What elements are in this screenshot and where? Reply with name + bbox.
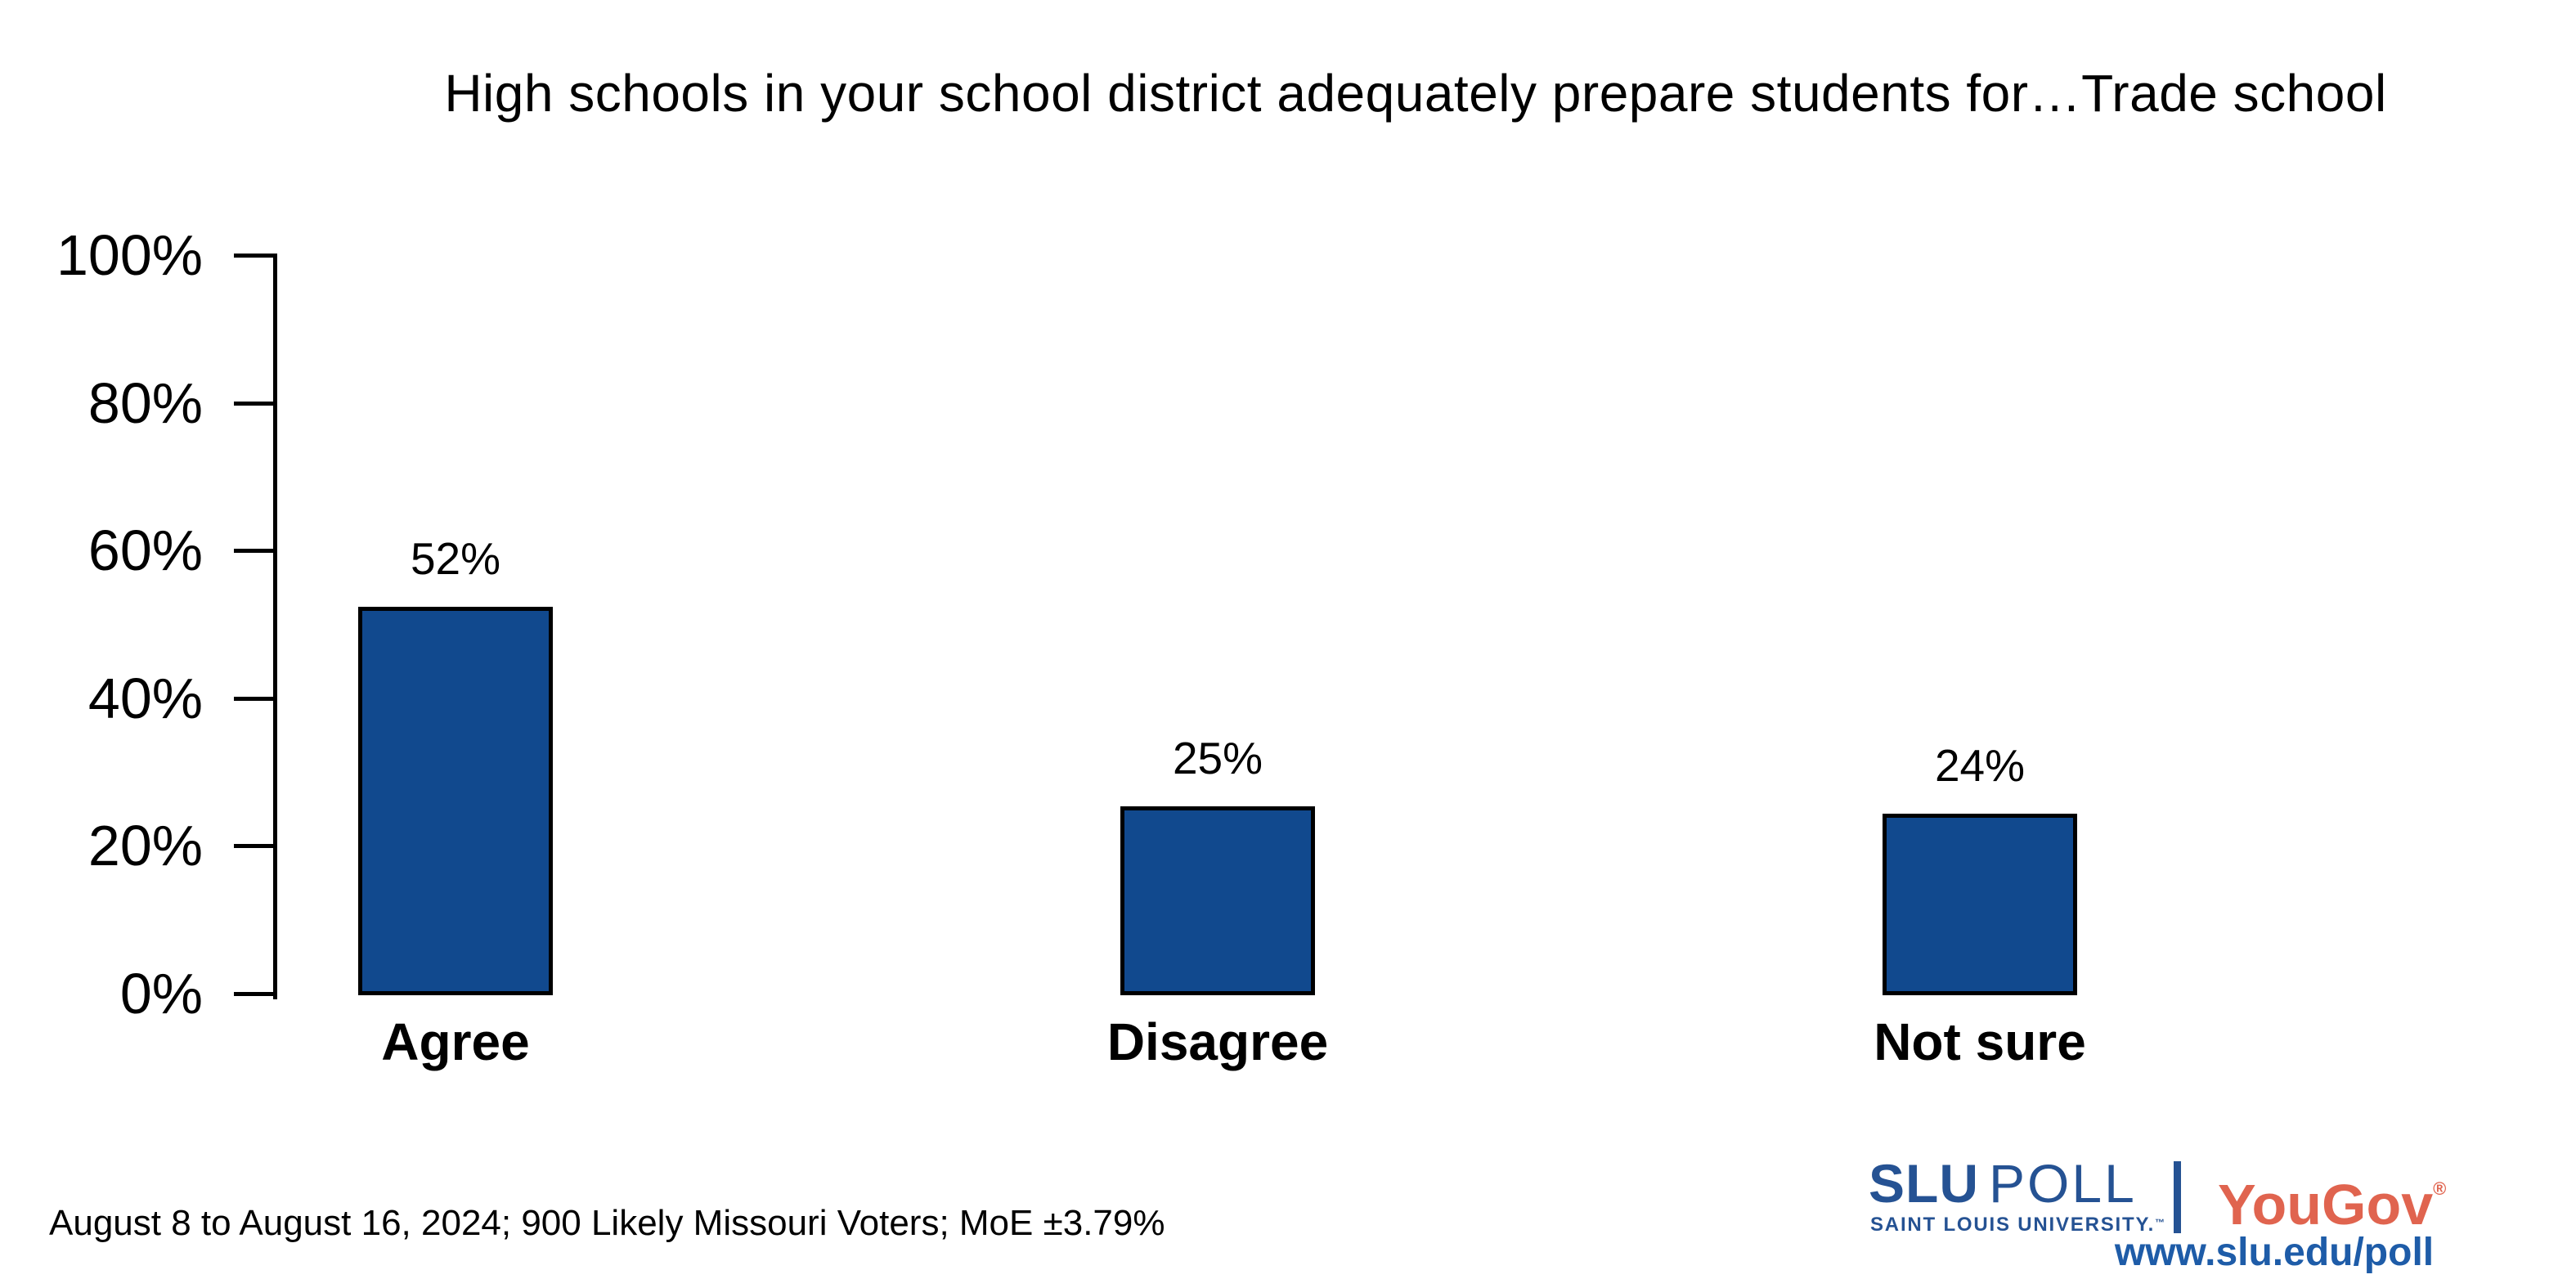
bar-value-label-not-sure: 24% xyxy=(1934,740,2026,791)
y-axis-tick-label: 100% xyxy=(56,223,203,287)
slu-poll-url: www.slu.edu/poll xyxy=(2114,1231,2435,1274)
bar-agree xyxy=(358,607,553,995)
bar-disagree xyxy=(1120,806,1315,995)
poll-logo-text: POLL xyxy=(1989,1153,2137,1214)
yougov-logo: YouGov® xyxy=(2218,1160,2446,1234)
y-axis-tick xyxy=(234,402,273,406)
y-axis-line xyxy=(273,254,277,999)
bar-category-label-not-sure: Not sure xyxy=(1874,1012,2086,1071)
chart-title: High schools in your school district ade… xyxy=(444,64,2387,123)
yougov-logo-text: YouGov xyxy=(2218,1173,2434,1236)
slu-poll-logo: SLU POLL xyxy=(1869,1155,2137,1212)
y-axis-tick-label: 0% xyxy=(119,962,203,1025)
y-axis-tick-label: 60% xyxy=(88,518,203,582)
bar-value-label-agree: 52% xyxy=(410,533,501,584)
registered-symbol: ® xyxy=(2433,1178,2447,1199)
y-axis-tick xyxy=(234,844,273,848)
bar-category-label-disagree: Disagree xyxy=(1106,1012,1329,1071)
y-axis-tick xyxy=(234,697,273,701)
trademark-symbol: ™ xyxy=(2155,1217,2165,1228)
bar-value-label-disagree: 25% xyxy=(1172,733,1263,783)
y-axis-tick xyxy=(234,549,273,553)
survey-source-note: August 8 to August 16, 2024; 900 Likely … xyxy=(49,1203,1165,1243)
y-axis-tick xyxy=(234,992,273,996)
y-axis-tick-label: 20% xyxy=(88,814,203,877)
y-axis-tick xyxy=(234,254,273,258)
y-axis-tick-label: 40% xyxy=(88,666,203,730)
bar-not-sure xyxy=(1883,814,2077,995)
y-axis-tick-label: 80% xyxy=(88,371,203,435)
slu-university-label: SAINT LOUIS UNIVERSITY. xyxy=(1870,1214,2156,1236)
slu-university-text: SAINT LOUIS UNIVERSITY.™ xyxy=(1870,1212,2165,1236)
bar-category-label-agree: Agree xyxy=(381,1012,530,1071)
logo-divider-bar xyxy=(2174,1161,2181,1233)
slu-logo-text: SLU xyxy=(1869,1153,1979,1214)
